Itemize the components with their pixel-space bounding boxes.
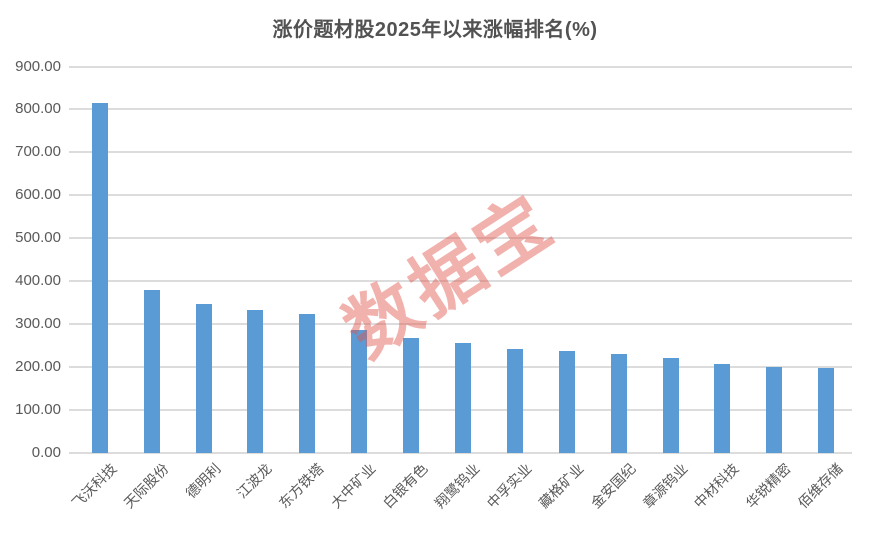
x-axis-category-label: 华锐精密 <box>743 460 794 512</box>
y-axis-tick-label: 700.00 <box>15 143 61 161</box>
y-axis-tick-label: 100.00 <box>15 401 61 419</box>
bar-白银有色 <box>403 337 420 453</box>
y-gridline <box>69 323 853 326</box>
bar-藏格矿业 <box>558 350 575 453</box>
x-axis-category-label: 白银有色 <box>379 460 431 512</box>
x-axis-category-label: 中孚实业 <box>483 460 535 512</box>
x-axis-category-label: 大中矿业 <box>327 460 379 512</box>
x-axis-category-label: 藏格矿业 <box>535 460 587 512</box>
chart-title: 涨价题材股2025年以来涨幅排名(%) <box>272 19 598 41</box>
x-axis-category-label: 天际股份 <box>120 460 172 512</box>
y-gridline <box>69 151 853 154</box>
x-axis-category-label: 飞沃科技 <box>68 460 120 512</box>
bar-翔鹭钨业 <box>455 343 471 453</box>
bar-天际股份 <box>143 289 160 453</box>
y-axis-tick-label: 500.00 <box>15 229 61 247</box>
x-axis-category-label: 江波龙 <box>234 460 276 502</box>
bar-佰维存储 <box>818 368 835 453</box>
y-gridline <box>69 108 853 111</box>
y-axis-tick-label: 300.00 <box>15 315 61 333</box>
y-axis-tick-label: 0.00 <box>31 444 61 461</box>
bar-华锐精密 <box>766 366 783 453</box>
bar-德明利 <box>195 303 212 453</box>
x-axis-category-label: 东方铁塔 <box>276 460 327 512</box>
y-axis-tick-label: 200.00 <box>15 358 61 376</box>
y-axis-tick-label: 400.00 <box>15 272 61 290</box>
x-axis-category-label: 金安国纪 <box>587 460 639 512</box>
bar-金安国纪 <box>610 354 627 453</box>
x-axis-category-label: 德明利 <box>182 460 224 502</box>
bar-飞沃科技 <box>91 103 108 453</box>
x-axis-category-label: 翔鹭钨业 <box>431 460 483 512</box>
y-gridline <box>69 65 853 68</box>
bar-中孚实业 <box>506 348 523 453</box>
y-gridline <box>69 237 853 240</box>
bar-中材科技 <box>714 364 731 453</box>
y-gridline <box>69 452 853 454</box>
x-axis-category-label: 中材科技 <box>691 460 743 512</box>
y-axis-tick-label: 800.00 <box>15 100 61 118</box>
bar-江波龙 <box>247 310 264 453</box>
bar-大中矿业 <box>351 329 368 453</box>
bar-章源钨业 <box>662 357 679 453</box>
y-axis-tick-label: 600.00 <box>15 186 61 204</box>
x-axis-category-label: 章源钨业 <box>639 460 691 512</box>
y-axis-tick-label: 900.00 <box>15 57 61 75</box>
y-gridline <box>69 280 853 283</box>
y-gridline <box>69 194 853 197</box>
x-axis-category-label: 佰维存储 <box>794 460 846 512</box>
bar-东方铁塔 <box>299 313 316 453</box>
